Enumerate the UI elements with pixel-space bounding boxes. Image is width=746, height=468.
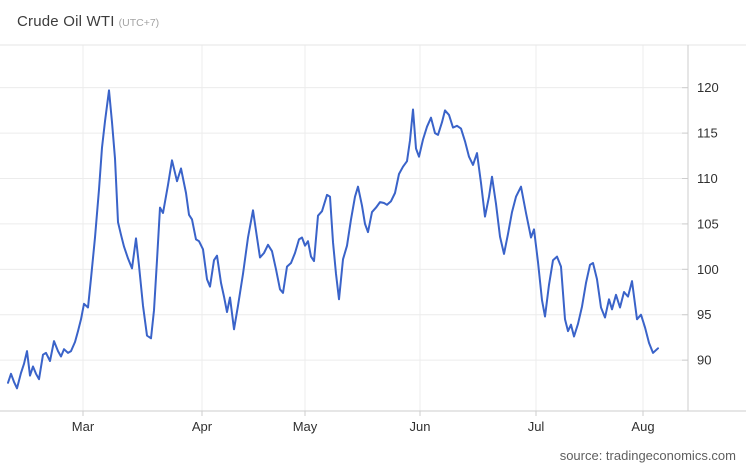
chart-header: Crude Oil WTI (UTC+7) [17,13,159,31]
y-tick-label: 90 [697,353,711,368]
x-tick-label: May [293,419,318,434]
x-tick-label: Apr [192,419,213,434]
y-tick-label: 120 [697,80,719,95]
source-attribution: source: tradingeconomics.com [559,448,736,463]
x-tick-label: Jul [528,419,545,434]
price-line[interactable] [7,89,659,390]
y-tick-label: 95 [697,307,711,322]
chart-title: Crude Oil WTI [17,13,115,30]
x-tick-label: Jun [410,419,431,434]
x-tick-label: Mar [72,419,95,434]
y-tick-label: 100 [697,262,719,277]
timezone-note: (UTC+7) [118,17,160,29]
y-tick-label: 110 [697,171,718,186]
x-tick-label: Aug [631,419,654,434]
y-tick-label: 105 [697,216,719,231]
y-tick-label: 115 [697,126,718,141]
